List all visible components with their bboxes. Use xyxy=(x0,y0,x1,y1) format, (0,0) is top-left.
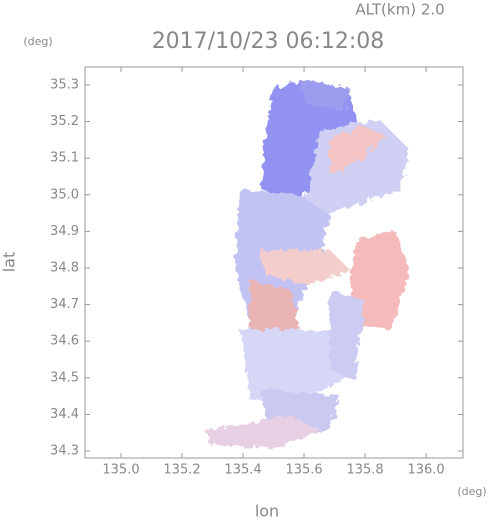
x-tick-label: 136.0 xyxy=(407,463,444,478)
y-tick-label: 34.4 xyxy=(50,407,79,422)
annotation: ALT(km) 2.0 xyxy=(355,1,444,19)
y-tick-label: 34.7 xyxy=(50,297,79,312)
y-unit: (deg) xyxy=(23,35,52,48)
y-tick-label: 35.1 xyxy=(50,151,79,166)
y-tick-label: 35.0 xyxy=(50,187,79,202)
chart-title: 2017/10/23 06:12:08 xyxy=(152,29,385,54)
y-tick-label: 34.3 xyxy=(50,444,79,459)
x-tick-label: 135.6 xyxy=(285,463,322,478)
y-tick-label: 34.5 xyxy=(50,370,79,385)
y-tick-label: 34.6 xyxy=(50,334,79,349)
x-tick-label: 135.0 xyxy=(102,463,139,478)
x-tick-label: 135.4 xyxy=(224,463,261,478)
y-axis-label: lat xyxy=(0,252,19,273)
x-tick-label: 135.2 xyxy=(163,463,200,478)
y-tick-label: 35.3 xyxy=(50,77,79,92)
plot-frame xyxy=(84,66,464,459)
x-unit: (deg) xyxy=(457,485,486,498)
y-tick-label: 35.2 xyxy=(50,114,79,129)
radar-echo xyxy=(205,80,410,448)
y-tick-label: 34.8 xyxy=(50,260,79,275)
y-tick-label: 34.9 xyxy=(50,224,79,239)
x-tick-label: 135.8 xyxy=(346,463,383,478)
x-axis-label: lon xyxy=(255,502,279,521)
